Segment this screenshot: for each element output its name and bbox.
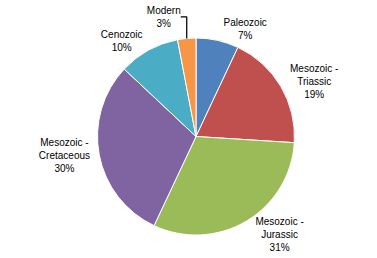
svg-text:Mesozoic -Cretaceous30%: Mesozoic -Cretaceous30% bbox=[39, 137, 90, 174]
svg-text:Mesozoic -Triassic19%: Mesozoic -Triassic19% bbox=[290, 63, 338, 100]
svg-text:Modern3%: Modern3% bbox=[147, 5, 181, 29]
svg-text:Cenozoic10%: Cenozoic10% bbox=[101, 29, 143, 53]
svg-text:Mesozoic -Jurassic31%: Mesozoic -Jurassic31% bbox=[255, 216, 303, 253]
svg-text:Paleozoic7%: Paleozoic7% bbox=[223, 17, 266, 41]
